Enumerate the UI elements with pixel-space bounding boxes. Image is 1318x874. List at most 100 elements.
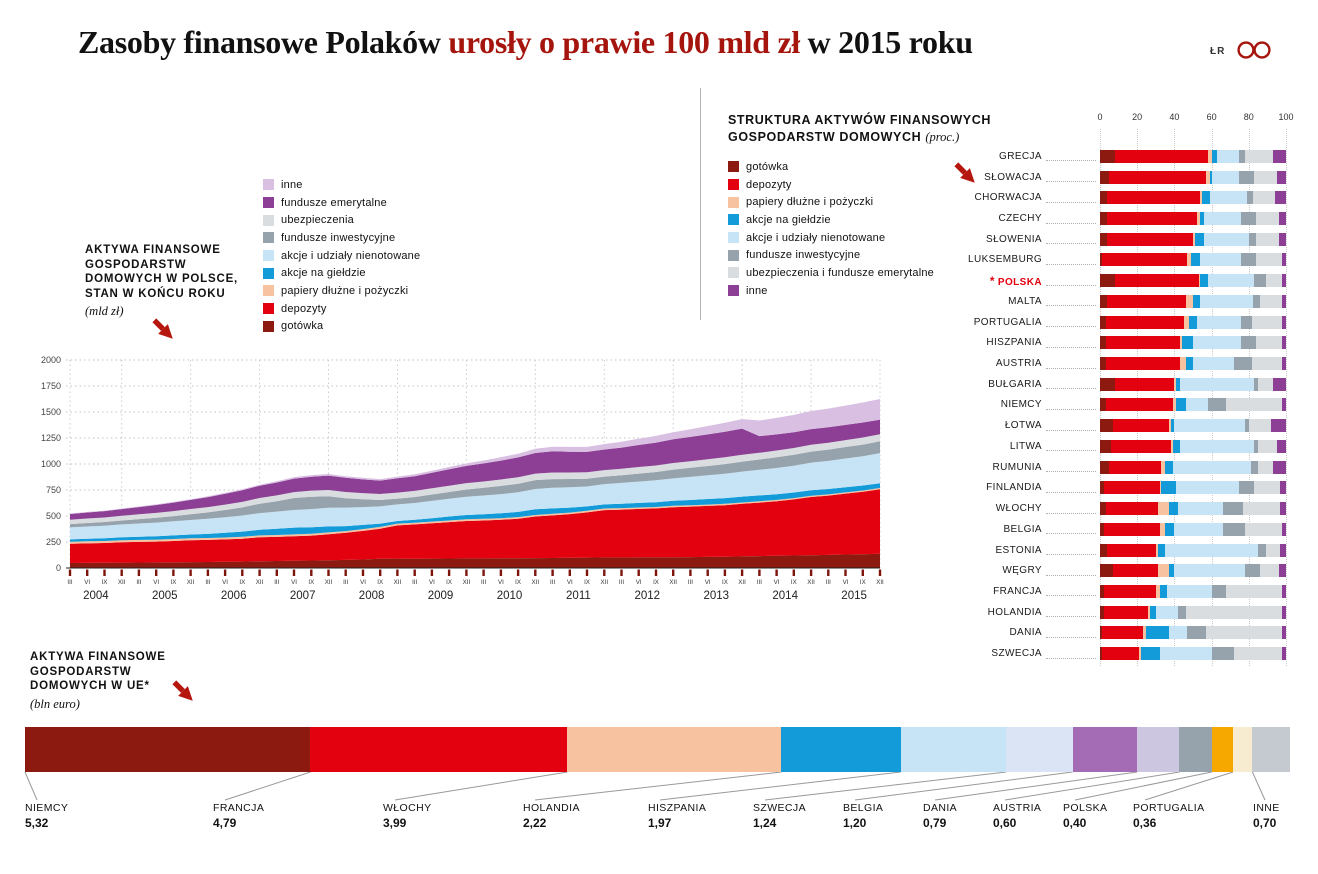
label-line: STAN W KOŃCU ROKU [85,287,226,300]
svg-text:XII: XII [738,579,746,586]
bar-segment-papiery [1198,274,1201,288]
svg-text:VI: VI [84,579,90,586]
svg-text:2004: 2004 [83,590,109,602]
country-bar [1100,357,1286,371]
bar-segment-akcje_gielda [1146,626,1169,640]
down-right-arrow-icon [170,678,196,709]
country-label: LITWA [1009,440,1042,452]
legend-label: depozyty [281,302,327,315]
eu-country-value: 0,40 [1063,816,1087,830]
svg-text:2007: 2007 [290,590,316,602]
bar-segment-akcje_nienotowane [1176,481,1240,495]
svg-text:III: III [343,579,348,586]
svg-text:VI: VI [153,579,159,586]
axis-tick [189,569,192,576]
bar-segment-depozyty [1103,481,1160,495]
bar-segment-papiery [1168,419,1171,433]
bar-segment-akcje_gielda [1161,481,1177,495]
eu-segment-dania [1137,727,1180,772]
svg-text:2000: 2000 [41,355,61,365]
country-label: FRANCJA [993,585,1042,597]
bar-segment-ubezp_emerytalne [1252,357,1283,371]
axis-tick [275,569,278,576]
bar-segment-depozyty [1105,336,1180,350]
legend-swatch [728,161,739,173]
eu-segment-niemcy [25,727,311,772]
svg-text:2015: 2015 [841,590,867,602]
bar-segment-gotowka [1100,419,1114,433]
bar-segment-gotowka [1100,212,1108,226]
bar-segment-depozyty [1103,522,1160,536]
svg-text:250: 250 [46,537,61,547]
bar-segment-papiery [1159,522,1166,536]
down-right-arrow-icon [952,160,978,191]
bar-segment-akcje_gielda [1194,232,1205,246]
bar-segment-ubezp_emerytalne [1248,419,1272,433]
bar-segment-gotowka [1100,626,1102,640]
svg-text:2014: 2014 [772,590,798,602]
country-label: MALTA [1008,295,1042,307]
bar-segment-ubezp_emerytalne [1254,481,1281,495]
label-line: GOSPODARSTW [30,665,132,678]
eu-label: WŁOCHY 3,99 [383,802,432,830]
country-bar [1100,336,1286,350]
legend-swatch [263,250,274,262]
label-line: AKTYWA FINANSOWE [30,651,166,663]
axis-tick [740,569,744,576]
bar-segment-papiery [1192,232,1195,246]
bar-segment-fundusze_inwestycyjne [1245,419,1249,433]
bar-segment-inne [1282,626,1286,640]
country-bar [1100,170,1286,184]
bar-segment-inne [1282,315,1286,329]
bar-segment-ubezp_emerytalne [1252,315,1283,329]
eu-country-value: 1,97 [648,816,672,830]
axis-tick [413,569,416,576]
legend-item: akcje i udziały nienotowane [728,229,934,247]
bar-segment-akcje_nienotowane [1179,377,1255,391]
dotted-leader [1046,607,1096,618]
eu-chart-label: AKTYWA FINANSOWE GOSPODARSTW DOMOWYCH W … [30,650,166,712]
legend-item: gotówka [728,158,934,176]
bar-segment-inne [1282,647,1286,661]
svg-text:III: III [67,579,72,586]
area-series-ubezpieczenia [70,434,880,525]
bar-segment-papiery [1206,170,1210,184]
eu-label: HOLANDIA 2,22 [523,802,580,830]
bar-segment-depozyty [1107,543,1156,557]
country-bar [1100,522,1286,536]
bar-segment-depozyty [1109,170,1207,184]
country-row: ŁOTWA [935,415,1286,436]
bar-segment-gotowka [1100,460,1110,474]
legend-item: gotówka [263,318,420,336]
svg-text:IX: IX [170,579,176,586]
svg-text:IX: IX [722,579,728,586]
axis-tick [809,569,813,576]
country-label: ŁOTWA [1004,420,1042,432]
bar-segment-depozyty [1105,315,1184,329]
bar-segment-depozyty [1111,439,1171,453]
legend-item: inne [728,282,934,300]
svg-text:2011: 2011 [566,590,591,602]
country-bar [1100,543,1286,557]
country-row: GRECJA [935,146,1286,167]
country-bar [1100,605,1286,619]
dotted-leader [1046,255,1096,265]
polska-marker-icon: * [989,273,995,288]
dotted-leader [1046,400,1096,410]
bar-segment-depozyty [1101,626,1143,640]
bar-segment-akcje_gielda [1165,460,1173,474]
svg-text:III: III [619,579,624,586]
legend-swatch [728,249,739,261]
bar-segment-akcje_nienotowane [1200,294,1253,308]
bar-segment-fundusze_inwestycyjne [1241,212,1257,226]
bar-segment-gotowka [1100,543,1108,557]
eu-label: DANIA 0,79 [923,802,957,830]
bar-segment-fundusze_inwestycyjne [1239,170,1255,184]
country-label: GRECJA [999,150,1042,162]
bar-segment-papiery [1148,605,1151,619]
svg-text:1000: 1000 [41,459,61,469]
dotted-leader [1046,628,1096,638]
country-bar [1100,274,1286,288]
svg-text:500: 500 [46,511,61,521]
axis-tick-label: 20 [1132,112,1143,122]
